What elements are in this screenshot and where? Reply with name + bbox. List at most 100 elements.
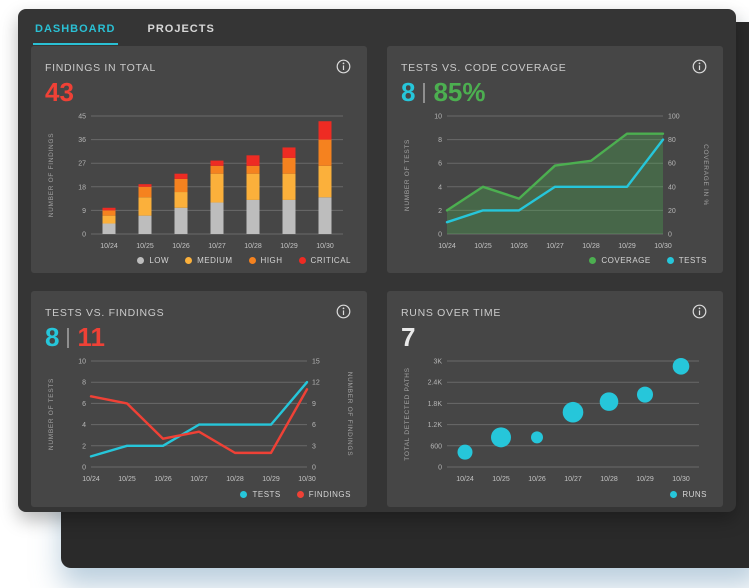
legend-item-coverage[interactable]: COVERAGE (589, 256, 650, 265)
legend-item-findings[interactable]: FINDINGS (296, 490, 351, 499)
bar-segment-high (246, 166, 260, 174)
y-tick-label: 1.8K (428, 401, 443, 408)
bar-segment-high (282, 158, 296, 174)
right-y-tick-label: 0 (668, 232, 672, 239)
scatter-point-runs (457, 444, 473, 460)
y-tick-label: 2 (82, 444, 86, 451)
y-axis-label: NUMBER OF TESTS (48, 378, 55, 450)
line-series-findings (89, 388, 309, 455)
y-tick-label: 6 (82, 401, 86, 408)
bar-segment-medium (282, 173, 296, 201)
legend-item-tests[interactable]: TESTS (240, 490, 280, 499)
x-tick-label: 10/24 (100, 243, 118, 250)
right-y-tick-label: 100 (668, 114, 680, 121)
bar-segment-low (246, 200, 260, 235)
bar-segment-high (210, 166, 224, 174)
headline-coverage-percent: 85% (433, 77, 486, 107)
bar-segment-low (102, 223, 116, 235)
y-tick-label: 0 (438, 465, 442, 472)
line-series-tests (445, 138, 665, 224)
y-tick-label: 6 (438, 161, 442, 168)
info-icon[interactable] (690, 302, 709, 321)
legend-dot-icon (137, 257, 145, 264)
info-icon[interactable] (334, 302, 353, 321)
scatter-point-runs (562, 402, 584, 423)
y-tick-label: 4 (82, 422, 86, 429)
legend-item-critical[interactable]: CRITICAL (298, 256, 351, 265)
headline-values: 43 (45, 77, 353, 107)
x-tick-label: 10/24 (456, 476, 474, 483)
bar-segment-critical (174, 173, 188, 180)
bar-segment-high (102, 210, 116, 216)
legend-item-runs[interactable]: RUNS (670, 490, 707, 499)
card-title: TESTS VS. FINDINGS (45, 307, 165, 319)
legend-item-tests[interactable]: TESTS (666, 256, 707, 265)
legend-dot-icon (670, 491, 678, 498)
bar-segment-critical (318, 121, 332, 140)
bar-segment-low (138, 215, 152, 235)
y-tick-label: 0 (82, 232, 86, 239)
bar-segment-low (174, 208, 188, 235)
y-tick-label: 10 (78, 359, 86, 366)
y-tick-label: 0 (438, 232, 442, 239)
x-tick-label: 10/27 (564, 476, 582, 483)
right-y-tick-label: 20 (668, 208, 676, 215)
card-title: TESTS VS. CODE COVERAGE (401, 62, 567, 74)
legend-dot-icon (248, 257, 256, 264)
y-tick-label: 36 (78, 137, 86, 144)
headline-findings-total: 43 (45, 77, 74, 107)
x-tick-label: 10/30 (298, 476, 316, 483)
x-tick-label: 10/26 (172, 243, 190, 250)
bar-segment-critical (102, 208, 116, 211)
right-y-tick-label: 9 (312, 401, 316, 408)
headline-runs-count: 7 (401, 322, 416, 352)
headline-findings-count: 11 (77, 322, 105, 352)
legend-item-high[interactable]: HIGH (248, 256, 283, 265)
scatter-point-runs (637, 386, 653, 403)
right-y-tick-label: 15 (312, 359, 320, 366)
legend-dot-icon (296, 491, 304, 498)
tab-projects[interactable]: PROJECTS (147, 23, 215, 35)
x-tick-label: 10/25 (118, 476, 136, 483)
x-tick-label: 10/29 (262, 476, 280, 483)
y-axis-label: TOTAL DETECTED PATHS (404, 368, 411, 461)
info-icon[interactable] (690, 57, 709, 76)
legend-item-low[interactable]: LOW (137, 256, 169, 265)
legend-dot-icon (185, 257, 193, 264)
legend-dot-icon (666, 257, 674, 264)
scatter-point-runs (531, 431, 543, 444)
right-y-tick-label: 80 (668, 137, 676, 144)
legend-label: MEDIUM (197, 256, 233, 265)
right-y-tick-label: 60 (668, 161, 676, 168)
cards-grid: FINDINGS IN TOTAL 43 0 9 18 27 36 45 NUMBER OF… (18, 45, 736, 507)
x-tick-label: 10/28 (582, 243, 600, 250)
y-tick-label: 2.4K (428, 380, 443, 387)
bar-segment-medium (246, 173, 260, 201)
tab-dashboard[interactable]: DASHBOARD (33, 12, 118, 45)
right-y-tick-label: 0 (312, 465, 316, 472)
bar-segment-critical (210, 160, 224, 167)
y-tick-label: 8 (82, 380, 86, 387)
card-title: FINDINGS IN TOTAL (45, 62, 157, 74)
headline-values: 7 (401, 322, 709, 352)
info-icon[interactable] (334, 57, 353, 76)
card-tests-vs-findings: TESTS VS. FINDINGS 8 11 0 0 2 3 4 6 6 9 8 12 10 15 N… (31, 291, 367, 507)
chart-legend: TESTS FINDINGS (45, 488, 353, 501)
x-tick-label: 10/27 (190, 476, 208, 483)
x-tick-label: 10/28 (226, 476, 244, 483)
bar-segment-low (210, 202, 224, 235)
legend-label: TESTS (678, 256, 707, 265)
bar-segment-medium (174, 192, 188, 209)
y-tick-label: 27 (78, 161, 86, 168)
headline-tests-count: 8 (401, 77, 416, 107)
y-axis-label: NUMBER OF FINDINGS (48, 133, 55, 217)
x-tick-label: 10/29 (618, 243, 636, 250)
y-tick-label: 600 (430, 444, 442, 451)
headline-divider (67, 327, 70, 348)
bar-segment-critical (282, 147, 296, 159)
bar-segment-medium (318, 166, 332, 198)
legend-dot-icon (298, 257, 306, 264)
legend-label: FINDINGS (308, 490, 351, 499)
x-tick-label: 10/25 (492, 476, 510, 483)
legend-item-medium[interactable]: MEDIUM (185, 256, 232, 265)
